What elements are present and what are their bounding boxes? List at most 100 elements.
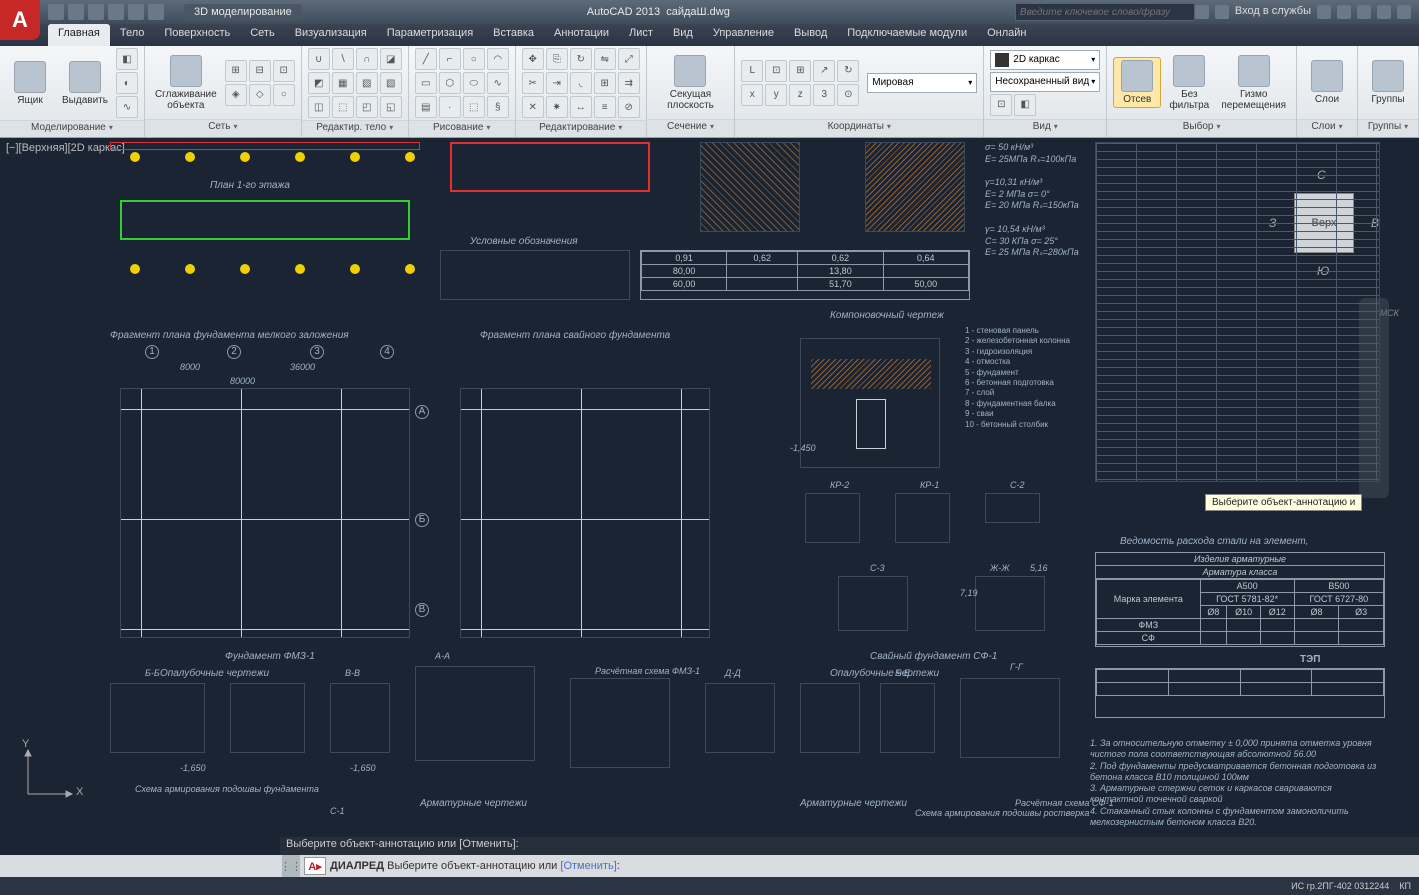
array-icon[interactable]: ⊞ — [594, 72, 616, 94]
ucs-icon[interactable]: y — [765, 84, 787, 106]
command-line[interactable]: ⋮⋮ A▸ ДИАЛРЕД Выберите объект-аннотацию … — [0, 855, 1419, 877]
maximize-icon[interactable] — [1377, 5, 1391, 19]
signin-icon[interactable] — [1215, 5, 1229, 19]
se-icon[interactable]: ◰ — [356, 96, 378, 118]
rotate-icon[interactable]: ↻ — [570, 48, 592, 70]
rect-icon[interactable]: ▭ — [415, 72, 437, 94]
command-input[interactable]: ДИАЛРЕД Выберите объект-аннотацию или [О… — [330, 860, 1419, 872]
help-search-input[interactable] — [1015, 3, 1195, 21]
culling-button[interactable]: Отсев — [1113, 57, 1161, 108]
panel-mesh-title[interactable]: Сеть — [145, 119, 301, 137]
helix-icon[interactable]: § — [487, 96, 509, 118]
ucs-icon[interactable]: z — [789, 84, 811, 106]
circle-icon[interactable]: ○ — [463, 48, 485, 70]
mirror-icon[interactable]: ⇋ — [594, 48, 616, 70]
ucs-icon[interactable]: 3 — [813, 84, 835, 106]
tab-parametric[interactable]: Параметризация — [377, 24, 483, 46]
signin-label[interactable]: Вход в службы — [1235, 5, 1311, 19]
panel-groups-title[interactable]: Группы — [1358, 119, 1418, 137]
mesh-icon[interactable]: ◇ — [249, 84, 271, 106]
revolve-icon[interactable]: ◐ — [116, 72, 138, 94]
subtract-icon[interactable]: ∖ — [332, 48, 354, 70]
namedview-combo[interactable]: Несохраненный вид — [990, 72, 1100, 92]
mesh-icon[interactable]: ⊡ — [273, 60, 295, 82]
tab-surface[interactable]: Поверхность — [154, 24, 240, 46]
scale-icon[interactable]: ⤢ — [618, 48, 640, 70]
ucs-icon[interactable]: Y X — [20, 742, 80, 805]
minimize-icon[interactable] — [1357, 5, 1371, 19]
box-button[interactable]: Ящик — [6, 59, 54, 108]
filter-button[interactable]: Без фильтра — [1165, 53, 1213, 113]
tab-mesh[interactable]: Сеть — [240, 24, 284, 46]
arc-icon[interactable]: ◠ — [487, 48, 509, 70]
mesh-icon[interactable]: ○ — [273, 84, 295, 106]
exchange-icon[interactable] — [1317, 5, 1331, 19]
panel-view-title[interactable]: Вид — [984, 119, 1106, 137]
tab-solid[interactable]: Тело — [110, 24, 155, 46]
se-icon[interactable]: ◪ — [380, 48, 402, 70]
qat-open-icon[interactable] — [68, 4, 84, 20]
pline-icon[interactable]: ⌐ — [439, 48, 461, 70]
trim-icon[interactable]: ✂ — [522, 72, 544, 94]
se-icon[interactable]: ◩ — [308, 72, 330, 94]
drawing-area[interactable]: [−][Верхняя][2D каркас] С Ю З В Верх МСК… — [0, 138, 1419, 855]
ucs-icon[interactable]: ↻ — [837, 60, 859, 82]
panel-layers-title[interactable]: Слои — [1297, 119, 1357, 137]
se-icon[interactable]: ▨ — [356, 72, 378, 94]
mesh-icon[interactable]: ⊟ — [249, 60, 271, 82]
help-icon[interactable] — [1337, 5, 1351, 19]
smooth-button[interactable]: Сглаживание объекта — [151, 53, 221, 113]
qat-plot-icon[interactable] — [148, 4, 164, 20]
point-icon[interactable]: · — [439, 96, 461, 118]
ucs-icon[interactable]: ↗ — [813, 60, 835, 82]
extend-icon[interactable]: ⇥ — [546, 72, 568, 94]
ucs-icon[interactable]: ⊞ — [789, 60, 811, 82]
spline-icon[interactable]: ∿ — [487, 72, 509, 94]
view-icon[interactable]: ⊡ — [990, 94, 1012, 116]
tab-view[interactable]: Вид — [663, 24, 703, 46]
mesh-icon[interactable]: ◈ — [225, 84, 247, 106]
tab-online[interactable]: Онлайн — [977, 24, 1036, 46]
mesh-icon[interactable]: ⊞ — [225, 60, 247, 82]
qat-new-icon[interactable] — [48, 4, 64, 20]
align-icon[interactable]: ≡ — [594, 96, 616, 118]
panel-coords-title[interactable]: Координаты — [735, 119, 983, 137]
presspull-icon[interactable]: ◧ — [116, 48, 138, 70]
se-icon[interactable]: ⬚ — [332, 96, 354, 118]
tab-layout[interactable]: Лист — [619, 24, 663, 46]
tab-output[interactable]: Вывод — [784, 24, 837, 46]
layers-button[interactable]: Слои — [1303, 58, 1351, 107]
infocenter-icon[interactable] — [1195, 5, 1209, 19]
view-icon[interactable]: ◧ — [1014, 94, 1036, 116]
se-icon[interactable]: ◫ — [308, 96, 330, 118]
workspace-tab[interactable]: 3D моделирование — [184, 4, 302, 20]
qat-save-icon[interactable] — [88, 4, 104, 20]
hatch-icon[interactable]: ▤ — [415, 96, 437, 118]
offset-icon[interactable]: ⇉ — [618, 72, 640, 94]
viewport-label[interactable]: [−][Верхняя][2D каркас] — [6, 142, 125, 154]
ucs-icon[interactable]: ⊙ — [837, 84, 859, 106]
panel-section-title[interactable]: Сечение — [647, 119, 735, 137]
tab-manage[interactable]: Управление — [703, 24, 784, 46]
qat-undo-icon[interactable] — [108, 4, 124, 20]
visualstyle-combo[interactable]: 2D каркас — [990, 50, 1100, 70]
se-icon[interactable]: ▧ — [380, 72, 402, 94]
line-icon[interactable]: ╱ — [415, 48, 437, 70]
region-icon[interactable]: ⬚ — [463, 96, 485, 118]
extrude-button[interactable]: Выдавить — [58, 59, 112, 108]
gizmo-button[interactable]: Гизмо перемещения — [1217, 53, 1290, 113]
erase-icon[interactable]: ✕ — [522, 96, 544, 118]
ucs-icon[interactable]: L — [741, 60, 763, 82]
tab-plugins[interactable]: Подключаемые модули — [837, 24, 977, 46]
panel-draw-title[interactable]: Рисование — [409, 120, 515, 137]
se-icon[interactable]: ◱ — [380, 96, 402, 118]
qat-redo-icon[interactable] — [128, 4, 144, 20]
fillet-icon[interactable]: ◟ — [570, 72, 592, 94]
poly-icon[interactable]: ⬡ — [439, 72, 461, 94]
panel-modeling-title[interactable]: Моделирование — [0, 120, 144, 137]
move-icon[interactable]: ✥ — [522, 48, 544, 70]
ucs-icon[interactable]: x — [741, 84, 763, 106]
intersect-icon[interactable]: ∩ — [356, 48, 378, 70]
panel-modify-title[interactable]: Редактирование — [516, 120, 646, 137]
cmdline-grip-icon[interactable]: ⋮⋮ — [282, 855, 300, 877]
